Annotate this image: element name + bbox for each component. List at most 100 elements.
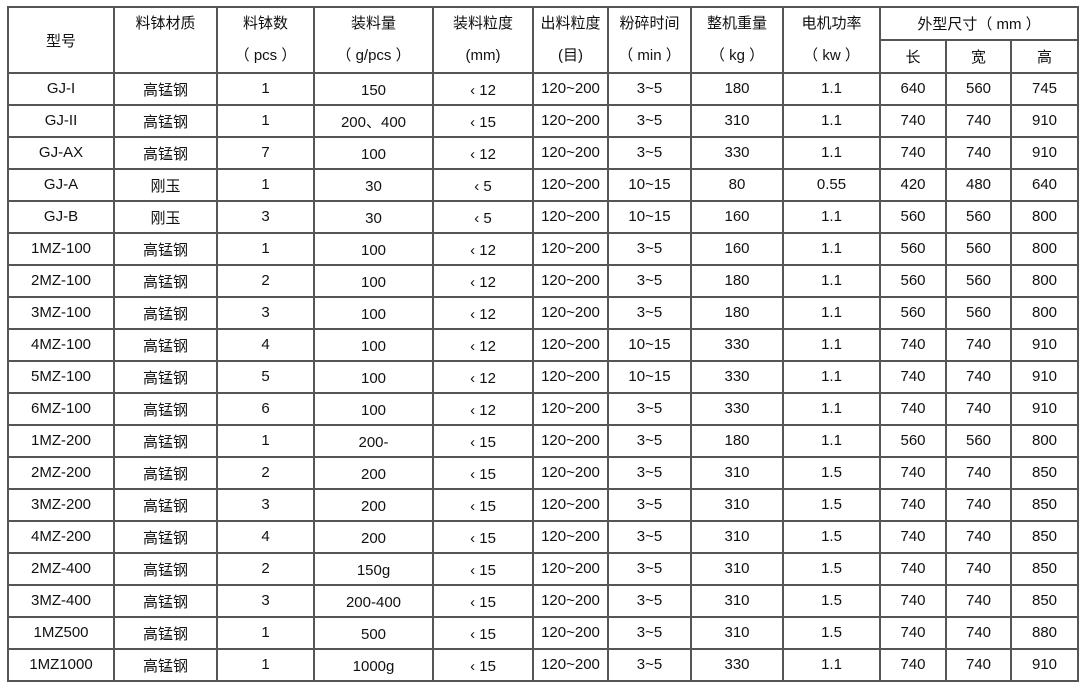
cell-load: 500	[313, 616, 434, 650]
cell-time: 3~5	[607, 520, 692, 554]
header-material-label: 料钵材质	[135, 15, 196, 32]
table-row: GJ-A 刚玉 1 30 ‹ 5 120~200 10~15 80 0.55 420 480 640	[7, 168, 1079, 202]
header-weight: 整机重量 （ kg ）	[690, 6, 784, 74]
cell-length: 740	[879, 392, 947, 426]
cell-output: 120~200	[532, 232, 609, 266]
cell-output: 120~200	[532, 424, 609, 458]
cell-load: 30	[313, 200, 434, 234]
cell-length: 740	[879, 520, 947, 554]
cell-power: 1.1	[782, 136, 881, 170]
cell-bowls: 5	[216, 360, 315, 394]
cell-weight: 310	[690, 584, 784, 618]
header-load-label: 装料量	[350, 15, 396, 32]
cell-material: 刚玉	[113, 168, 218, 202]
table-row: 2MZ-400 高锰钢 2 150g ‹ 15 120~200 3~5 310 1.5 740 74…	[7, 552, 1079, 586]
cell-height: 850	[1010, 520, 1079, 554]
table-row: 3MZ-100 高锰钢 3 100 ‹ 12 120~200 3~5 180 1.1 560 560…	[7, 296, 1079, 330]
cell-bowls: 2	[216, 456, 315, 490]
header-model: 型号	[7, 6, 115, 74]
header-bowls: 料钵数 （ pcs ）	[216, 6, 315, 74]
cell-time: 3~5	[607, 488, 692, 522]
cell-height: 850	[1010, 488, 1079, 522]
cell-feed: ‹ 12	[432, 232, 534, 266]
cell-feed: ‹ 15	[432, 648, 534, 682]
cell-bowls: 3	[216, 488, 315, 522]
cell-weight: 310	[690, 616, 784, 650]
cell-material: 高锰钢	[113, 424, 218, 458]
cell-model: GJ-AX	[7, 136, 115, 170]
cell-load: 100	[313, 328, 434, 362]
table-row: GJ-I 高锰钢 1 150 ‹ 12 120~200 3~5 180 1.1 640 560 745	[7, 72, 1079, 106]
table-row: 1MZ1000 高锰钢 1 1000g ‹ 15 120~200 3~5 330 1.1 740 7…	[7, 648, 1079, 682]
cell-output: 120~200	[532, 104, 609, 138]
header-dims: 外型尺寸（ mm ）	[879, 6, 1079, 41]
table-body: GJ-I 高锰钢 1 150 ‹ 12 120~200 3~5 180 1.1 640 560 745…	[7, 72, 1079, 682]
cell-weight: 180	[690, 72, 784, 106]
cell-height: 800	[1010, 200, 1079, 234]
cell-feed: ‹ 5	[432, 200, 534, 234]
cell-feed: ‹ 15	[432, 552, 534, 586]
cell-material: 高锰钢	[113, 392, 218, 426]
cell-length: 740	[879, 456, 947, 490]
header-time: 粉碎时间 （ min ）	[607, 6, 692, 74]
cell-output: 120~200	[532, 456, 609, 490]
cell-model: 5MZ-100	[7, 360, 115, 394]
cell-output: 120~200	[532, 72, 609, 106]
cell-model: GJ-B	[7, 200, 115, 234]
cell-output: 120~200	[532, 360, 609, 394]
cell-time: 3~5	[607, 648, 692, 682]
cell-weight: 310	[690, 456, 784, 490]
cell-height: 910	[1010, 328, 1079, 362]
cell-time: 3~5	[607, 264, 692, 298]
cell-feed: ‹ 12	[432, 296, 534, 330]
cell-material: 高锰钢	[113, 232, 218, 266]
cell-weight: 330	[690, 392, 784, 426]
cell-weight: 310	[690, 520, 784, 554]
cell-bowls: 1	[216, 232, 315, 266]
cell-time: 3~5	[607, 552, 692, 586]
cell-weight: 330	[690, 648, 784, 682]
cell-material: 高锰钢	[113, 136, 218, 170]
cell-output: 120~200	[532, 584, 609, 618]
cell-power: 1.1	[782, 264, 881, 298]
cell-power: 1.1	[782, 424, 881, 458]
cell-power: 1.5	[782, 488, 881, 522]
cell-material: 刚玉	[113, 200, 218, 234]
cell-load: 200-400	[313, 584, 434, 618]
cell-width: 560	[945, 200, 1012, 234]
cell-power: 1.1	[782, 360, 881, 394]
header-output-unit: (目)	[558, 47, 583, 64]
cell-model: 4MZ-200	[7, 520, 115, 554]
cell-model: 4MZ-100	[7, 328, 115, 362]
cell-output: 120~200	[532, 488, 609, 522]
cell-feed: ‹ 15	[432, 424, 534, 458]
cell-output: 120~200	[532, 200, 609, 234]
cell-feed: ‹ 12	[432, 264, 534, 298]
cell-material: 高锰钢	[113, 328, 218, 362]
cell-model: 3MZ-200	[7, 488, 115, 522]
cell-power: 1.5	[782, 456, 881, 490]
cell-time: 3~5	[607, 72, 692, 106]
cell-height: 910	[1010, 392, 1079, 426]
cell-height: 800	[1010, 264, 1079, 298]
cell-power: 1.1	[782, 392, 881, 426]
cell-width: 560	[945, 264, 1012, 298]
header-power-label: 电机功率	[801, 15, 862, 32]
cell-load: 100	[313, 232, 434, 266]
cell-model: 6MZ-100	[7, 392, 115, 426]
cell-bowls: 1	[216, 72, 315, 106]
cell-weight: 330	[690, 360, 784, 394]
cell-time: 3~5	[607, 584, 692, 618]
cell-load: 150g	[313, 552, 434, 586]
cell-height: 910	[1010, 648, 1079, 682]
header-power: 电机功率 （ kw ）	[782, 6, 881, 74]
cell-feed: ‹ 15	[432, 104, 534, 138]
cell-length: 740	[879, 584, 947, 618]
cell-length: 560	[879, 264, 947, 298]
cell-power: 0.55	[782, 168, 881, 202]
cell-height: 910	[1010, 360, 1079, 394]
cell-time: 10~15	[607, 168, 692, 202]
cell-feed: ‹ 12	[432, 392, 534, 426]
cell-output: 120~200	[532, 136, 609, 170]
header-weight-label: 整机重量	[706, 15, 767, 32]
